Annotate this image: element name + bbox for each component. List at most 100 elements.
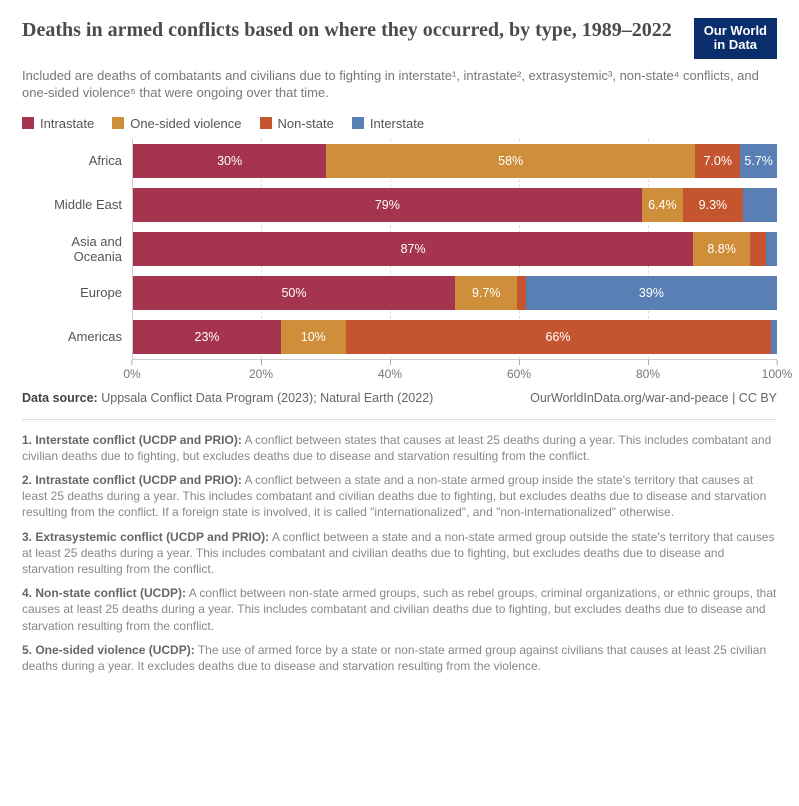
bar-area: 50% 9.7% 39% — [132, 271, 777, 315]
legend-swatch — [112, 117, 124, 129]
bar-segment: 50% — [133, 276, 455, 310]
tick-mark — [261, 360, 262, 365]
bar-segment: 9.7% — [455, 276, 517, 310]
legend-label: Non-state — [278, 116, 334, 131]
bar-segment: 30% — [133, 144, 326, 178]
x-tick: 60% — [507, 360, 531, 381]
stacked-bar: 79% 6.4% 9.3% — [133, 188, 777, 222]
segment-label: 7.0% — [703, 154, 732, 168]
stacked-bar: 87% 8.8% — [133, 232, 777, 266]
legend-label: One-sided violence — [130, 116, 241, 131]
tick-label: 20% — [249, 367, 273, 381]
row-label: Africa — [22, 153, 132, 168]
chart-row: Middle East 79% 6.4% 9.3% — [22, 183, 777, 227]
chart: Africa 30% 58% 7.0% 5.7% Middle East 79% 6.4% 9.… — [22, 139, 777, 381]
footnote: 2. Intrastate conflict (UCDP and PRIO): … — [22, 472, 777, 521]
source-link: OurWorldInData.org/war-and-peace | CC BY — [530, 391, 777, 405]
bar-segment: 87% — [133, 232, 693, 266]
subtitle: Included are deaths of combatants and ci… — [22, 67, 777, 102]
bar-area: 30% 58% 7.0% 5.7% — [132, 139, 777, 183]
legend-label: Intrastate — [40, 116, 94, 131]
stacked-bar: 23% 10% 66% — [133, 320, 777, 354]
footnote: 4. Non-state conflict (UCDP): A conflict… — [22, 585, 777, 634]
segment-label: 9.3% — [699, 198, 728, 212]
tick-mark — [519, 360, 520, 365]
bar-segment: 23% — [133, 320, 281, 354]
tick-label: 0% — [123, 367, 140, 381]
row-label: Europe — [22, 285, 132, 300]
footnote-term: 4. Non-state conflict (UCDP): — [22, 586, 186, 600]
footnote: 3. Extrasystemic conflict (UCDP and PRIO… — [22, 529, 777, 578]
segment-label: 5.7% — [744, 154, 773, 168]
legend-swatch — [22, 117, 34, 129]
row-label: Middle East — [22, 197, 132, 212]
legend-swatch — [260, 117, 272, 129]
segment-label: 39% — [639, 286, 664, 300]
x-tick: 40% — [378, 360, 402, 381]
chart-row: Africa 30% 58% 7.0% 5.7% — [22, 139, 777, 183]
legend-item: Interstate — [352, 116, 424, 131]
legend-item: Non-state — [260, 116, 334, 131]
source-left: Data source: Uppsala Conflict Data Progr… — [22, 391, 433, 405]
x-tick: 80% — [636, 360, 660, 381]
segment-label: 6.4% — [648, 198, 677, 212]
tick-label: 80% — [636, 367, 660, 381]
segment-label: 50% — [281, 286, 306, 300]
bar-segment: 9.3% — [683, 188, 743, 222]
legend: Intrastate One-sided violence Non-state Int… — [22, 116, 777, 131]
tick-label: 40% — [378, 367, 402, 381]
legend-swatch — [352, 117, 364, 129]
bar-segment — [766, 232, 777, 266]
source-row: Data source: Uppsala Conflict Data Progr… — [22, 391, 777, 405]
legend-item: Intrastate — [22, 116, 94, 131]
x-axis: 0%20%40%60%80%100% — [132, 359, 777, 381]
segment-label: 66% — [546, 330, 571, 344]
footnote: 1. Interstate conflict (UCDP and PRIO): … — [22, 432, 777, 464]
legend-item: One-sided violence — [112, 116, 241, 131]
page-title: Deaths in armed conflicts based on where… — [22, 18, 672, 43]
source-text: Uppsala Conflict Data Program (2023); Na… — [101, 391, 433, 405]
footnotes: 1. Interstate conflict (UCDP and PRIO): … — [22, 432, 777, 674]
bar-area: 23% 10% 66% — [132, 315, 777, 359]
bar-segment — [517, 276, 525, 310]
segment-label: 10% — [301, 330, 326, 344]
logo-line2: in Data — [714, 37, 757, 52]
stacked-bar: 30% 58% 7.0% 5.7% — [133, 144, 777, 178]
bar-segment: 10% — [281, 320, 345, 354]
tick-mark — [648, 360, 649, 365]
bar-segment: 58% — [326, 144, 695, 178]
bar-segment: 5.7% — [740, 144, 777, 178]
bar-segment: 6.4% — [642, 188, 683, 222]
bar-segment: 7.0% — [695, 144, 740, 178]
bar-segment — [743, 188, 777, 222]
owid-logo: Our World in Data — [694, 18, 777, 59]
bar-area: 87% 8.8% — [132, 227, 777, 271]
separator — [22, 419, 777, 420]
x-tick: 100% — [762, 360, 793, 381]
chart-row: Europe 50% 9.7% 39% — [22, 271, 777, 315]
tick-mark — [132, 360, 133, 365]
segment-label: 30% — [217, 154, 242, 168]
source-label: Data source: — [22, 391, 98, 405]
chart-rows: Africa 30% 58% 7.0% 5.7% Middle East 79% 6.4% 9.… — [22, 139, 777, 359]
footnote-term: 2. Intrastate conflict (UCDP and PRIO): — [22, 473, 242, 487]
segment-label: 8.8% — [707, 242, 736, 256]
footnote-term: 3. Extrasystemic conflict (UCDP and PRIO… — [22, 530, 269, 544]
segment-label: 9.7% — [472, 286, 501, 300]
x-axis-row: 0%20%40%60%80%100% — [22, 359, 777, 381]
stacked-bar: 50% 9.7% 39% — [133, 276, 777, 310]
bar-segment: 8.8% — [693, 232, 750, 266]
tick-mark — [776, 360, 777, 365]
bar-segment: 79% — [133, 188, 642, 222]
segment-label: 58% — [498, 154, 523, 168]
bar-segment — [750, 232, 766, 266]
x-tick: 20% — [249, 360, 273, 381]
header: Deaths in armed conflicts based on where… — [22, 18, 777, 59]
segment-label: 87% — [401, 242, 426, 256]
row-label: Americas — [22, 329, 132, 344]
tick-mark — [390, 360, 391, 365]
tick-label: 100% — [762, 367, 793, 381]
bar-segment: 66% — [346, 320, 771, 354]
segment-label: 79% — [375, 198, 400, 212]
bar-segment: 39% — [526, 276, 777, 310]
